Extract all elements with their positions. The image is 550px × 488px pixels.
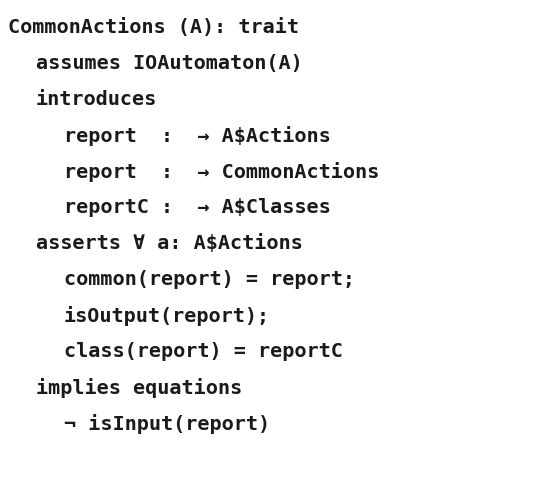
Text: report  :  → A$Actions: report : → A$Actions — [64, 126, 331, 146]
Text: asserts ∀ a: A$Actions: asserts ∀ a: A$Actions — [36, 234, 302, 253]
Text: isOutput(report);: isOutput(report); — [64, 306, 270, 326]
Text: ¬ isInput(report): ¬ isInput(report) — [64, 414, 270, 434]
Text: report  :  → CommonActions: report : → CommonActions — [64, 162, 380, 182]
Text: class(report) = reportC: class(report) = reportC — [64, 342, 343, 361]
Text: implies equations: implies equations — [36, 378, 242, 398]
Text: CommonActions (A): trait: CommonActions (A): trait — [8, 18, 299, 37]
Text: common(report) = report;: common(report) = report; — [64, 270, 355, 289]
Text: assumes IOAutomaton(A): assumes IOAutomaton(A) — [36, 54, 302, 73]
Text: reportC :  → A$Classes: reportC : → A$Classes — [64, 198, 331, 217]
Text: introduces: introduces — [36, 90, 157, 109]
